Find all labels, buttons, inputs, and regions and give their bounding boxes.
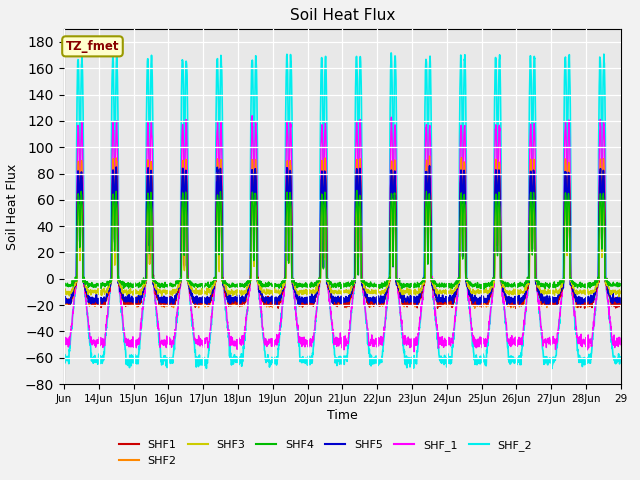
SHF1 — [236, 300, 244, 305]
SHF4 — [542, 283, 550, 288]
SHF1 — [116, 282, 124, 288]
SHF3 — [60, 289, 68, 295]
SHF_2 — [376, 359, 384, 364]
SHF_1 — [60, 338, 68, 344]
Title: Soil Heat Flux: Soil Heat Flux — [290, 9, 395, 24]
SHF_1 — [248, 113, 256, 119]
SHF3 — [236, 289, 244, 295]
SHF2 — [542, 299, 550, 305]
Line: SHF4: SHF4 — [64, 191, 621, 289]
SHF4 — [353, 188, 360, 193]
SHF4 — [60, 285, 68, 290]
SHF2 — [471, 305, 479, 311]
SHF3 — [376, 290, 383, 296]
SHF3 — [609, 289, 617, 295]
SHF2 — [116, 280, 124, 286]
SHF_1 — [511, 335, 518, 341]
SHF2 — [609, 302, 617, 308]
SHF1 — [512, 305, 520, 311]
SHF4 — [480, 287, 488, 292]
SHF_2 — [542, 354, 550, 360]
SHF5 — [542, 300, 550, 305]
SHF1 — [510, 303, 518, 309]
SHF2 — [617, 298, 625, 304]
Line: SHF2: SHF2 — [64, 156, 621, 308]
SHF4 — [511, 280, 518, 286]
Legend: SHF1, SHF2, SHF3, SHF4, SHF5, SHF_1, SHF_2: SHF1, SHF2, SHF3, SHF4, SHF5, SHF_1, SHF… — [114, 436, 537, 470]
SHF5 — [116, 280, 124, 286]
X-axis label: Time: Time — [327, 409, 358, 422]
SHF4 — [116, 279, 124, 285]
SHF5 — [426, 163, 433, 169]
SHF_1 — [410, 349, 418, 355]
SHF4 — [376, 282, 384, 288]
SHF_1 — [609, 336, 617, 342]
SHF1 — [376, 300, 384, 305]
SHF_2 — [609, 354, 617, 360]
SHF_1 — [542, 340, 550, 346]
Line: SHF_2: SHF_2 — [64, 52, 621, 369]
Line: SHF_1: SHF_1 — [64, 116, 621, 352]
SHF5 — [511, 298, 518, 303]
Line: SHF1: SHF1 — [64, 172, 621, 308]
SHF3 — [388, 196, 396, 202]
SHF2 — [376, 297, 383, 303]
SHF1 — [542, 300, 550, 305]
SHF_1 — [116, 290, 124, 296]
Text: TZ_fmet: TZ_fmet — [66, 40, 119, 53]
SHF2 — [60, 297, 68, 303]
SHF_2 — [116, 290, 124, 296]
SHF4 — [236, 283, 244, 289]
SHF5 — [609, 295, 617, 301]
SHF5 — [60, 300, 68, 305]
SHF_2 — [236, 355, 244, 361]
SHF1 — [609, 296, 617, 302]
SHF5 — [617, 296, 625, 301]
SHF3 — [542, 289, 550, 295]
SHF1 — [60, 300, 68, 306]
SHF5 — [236, 300, 244, 306]
SHF3 — [510, 289, 518, 295]
SHF1 — [617, 302, 625, 308]
Y-axis label: Soil Heat Flux: Soil Heat Flux — [6, 163, 19, 250]
SHF2 — [426, 153, 433, 159]
SHF2 — [236, 300, 244, 306]
SHF5 — [376, 298, 383, 304]
SHF_2 — [510, 359, 518, 365]
SHF5 — [503, 302, 511, 308]
SHF3 — [615, 294, 623, 300]
SHF_2 — [617, 358, 625, 363]
SHF3 — [116, 281, 124, 287]
SHF_1 — [617, 336, 625, 341]
SHF_2 — [113, 49, 120, 55]
SHF_2 — [60, 353, 68, 359]
Line: SHF3: SHF3 — [64, 199, 621, 297]
SHF_1 — [236, 338, 244, 344]
SHF3 — [617, 289, 625, 295]
Line: SHF5: SHF5 — [64, 166, 621, 305]
SHF_1 — [376, 337, 384, 343]
SHF1 — [321, 169, 329, 175]
SHF2 — [511, 300, 518, 306]
SHF_2 — [548, 366, 556, 372]
SHF4 — [609, 279, 617, 285]
SHF4 — [617, 282, 625, 288]
